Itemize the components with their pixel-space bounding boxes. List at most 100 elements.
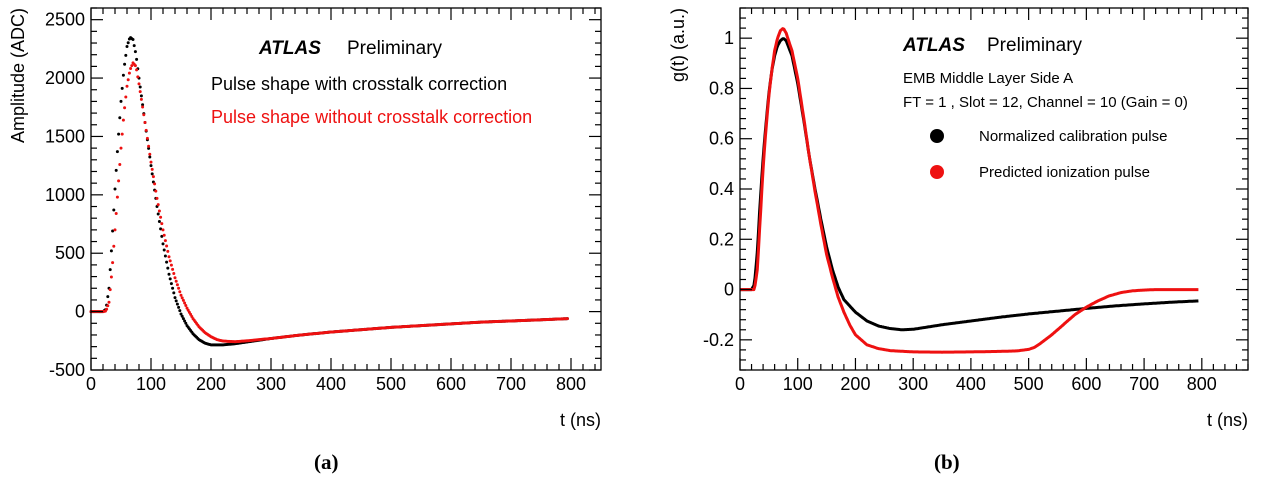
panel-b-ytick-label: 0.8 [709,78,734,98]
panel-a-point [181,317,185,321]
panel-b-curves [739,27,1199,354]
panel-b-atlas-status: Preliminary [987,35,1083,56]
panel-a-point [181,298,185,302]
panel-b-info-line2: FT = 1 , Slot = 12, Channel = 10 (Gain =… [903,94,1188,111]
panel-b-legend-red: Predicted ionization pulse [979,164,1150,181]
panel-a-point [120,132,124,136]
panel-b-ytick-label: 0.2 [709,229,734,249]
panel-b-ytick-label: 0.6 [709,129,734,149]
panel-a-point [156,212,160,216]
panel-b-ytick-label: 0.4 [709,179,734,199]
panel-a-point [112,244,116,248]
panel-a-point [184,321,188,325]
panel-b-caption: (b) [934,450,960,474]
panel-a-point [183,301,187,305]
panel-a-point [111,261,115,265]
panel-b-info-line1: EMB Middle Layer Side A [903,70,1073,87]
panel-a-point [132,44,136,48]
panel-a-atlas-label: ATLAS [258,38,321,59]
panel-a-point [159,227,163,231]
panel-a-point [150,167,154,171]
panel-a-point [133,50,137,54]
panel-a-point [177,305,181,309]
panel-a-point [125,45,129,49]
panel-b-xlabel: t (ns) [1207,410,1248,430]
panel-a-xlabel: t (ns) [560,410,601,430]
panel-a-xtick-label: 300 [256,374,286,394]
panel-a-point [125,84,129,88]
panel-b-xtick-label: 100 [783,374,813,394]
panel-a-point [121,118,125,122]
panel-a-ticks: 0 100 200 300 400 500 600 700 800-50005001000150… [45,7,601,394]
panel-a-point [148,155,152,159]
panel-a-xtick-label: 800 [556,374,586,394]
panel-a-point [144,128,148,132]
panel-a-point [114,212,118,216]
panel-a-point [565,317,569,321]
panel-a-point [168,259,172,263]
panel-a-point [149,160,153,164]
panel-b-ytick-label: 0 [724,280,734,300]
panel-a-point [126,78,130,82]
panel-a-point [163,239,167,243]
panel-a-ytick-label: 1000 [45,185,85,205]
panel-a-point [119,146,123,150]
panel-a-point [179,293,183,297]
panel-b-legend-red-marker [930,165,944,179]
panel-a-curves [89,36,569,347]
panel-a-point [178,290,182,294]
panel-a-point [141,103,145,107]
panel-a-point [147,146,151,150]
panel-b-xtick-label: 600 [1071,374,1101,394]
panel-a-point [118,116,122,120]
panel-b-ytick-label: -0.2 [703,330,734,350]
panel-b-xtick-label: 300 [898,374,928,394]
panel-a-point [108,288,112,292]
panel-a-point [109,249,113,253]
panel-a-point [113,228,117,232]
panel-a-xtick-label: 200 [196,374,226,394]
panel-a-legend-black: Pulse shape with crosstalk correction [211,74,507,94]
panel-b-ytick-label: 1 [724,28,734,48]
panel-a-point [180,314,184,318]
panel-a-point [173,276,177,280]
panel-a-point [105,307,109,311]
panel-a-xtick-label: 400 [316,374,346,394]
panel-a-point [141,105,145,109]
panel-a-point [117,179,121,183]
panel-a-point [106,304,110,308]
panel-a-point [139,97,143,101]
panel-b-series-line [739,27,1199,354]
panel-a-point [117,132,121,136]
panel-a-point [174,279,178,283]
panel-a-point [156,203,160,207]
panel-a-ytick-label: 1500 [45,126,85,146]
panel-a-point [123,62,127,66]
panel-a: 0 100 200 300 400 500 600 700 800-50005001000150… [8,7,602,474]
panel-a-point [162,248,166,252]
panel-a-point [174,299,178,303]
panel-a-point [147,144,151,148]
panel-a-point [149,164,153,168]
panel-b-legend-black-marker [930,129,944,143]
panel-a-point [138,85,142,89]
panel-a-point [172,291,176,295]
panel-a-point [178,309,182,313]
panel-a-point [145,136,149,140]
panel-a-point [138,90,142,94]
panel-a-point [124,95,128,99]
panel-a-point [150,172,154,176]
panel-b-legend-black: Normalized calibration pulse [979,128,1167,145]
panel-a-ytick-label: -500 [49,360,85,380]
panel-a-point [168,277,172,281]
panel-a-point [135,68,139,72]
panel-a-xtick-label: 500 [376,374,406,394]
panel-a-point [135,57,139,61]
panel-a-caption: (a) [314,450,339,474]
panel-a-point [113,187,117,191]
panel-b-xtick-label: 400 [956,374,986,394]
panel-a-point [157,219,161,223]
panel-a-point [167,255,171,259]
panel-a-point [159,215,163,219]
panel-a-point [154,189,158,193]
